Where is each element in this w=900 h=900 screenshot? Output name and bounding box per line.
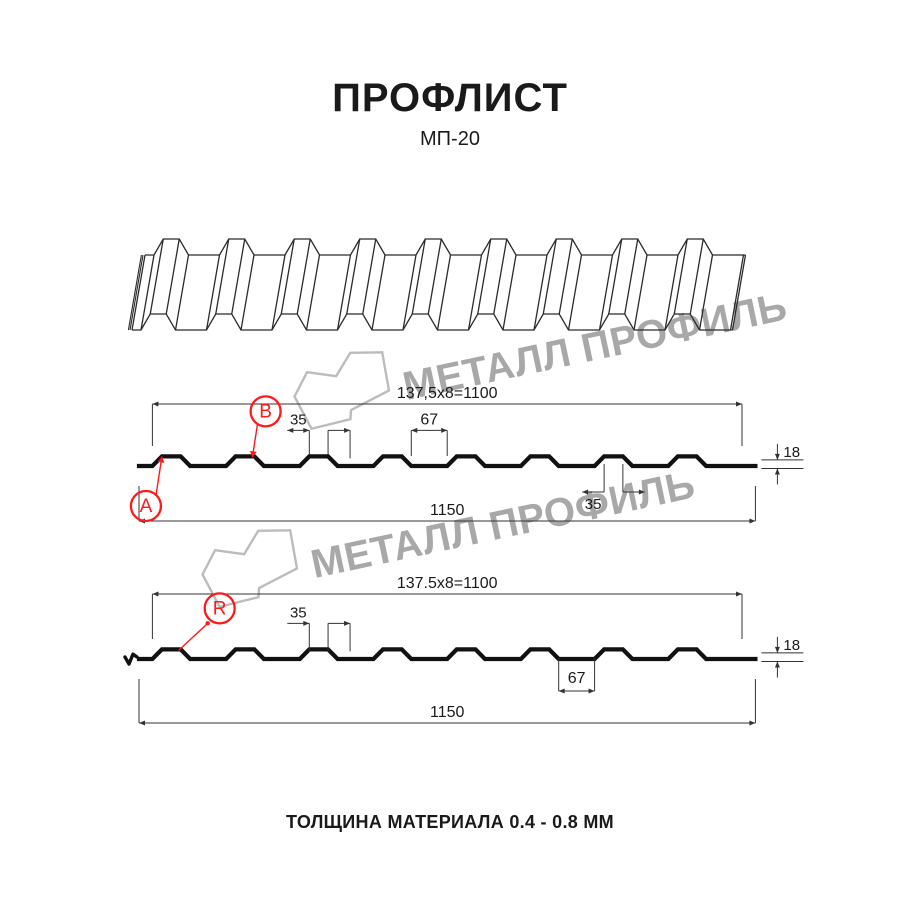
svg-text:137.5x8=1100: 137.5x8=1100 (397, 575, 498, 592)
svg-text:67: 67 (568, 670, 586, 687)
svg-text:18: 18 (783, 637, 800, 654)
svg-text:R: R (213, 598, 227, 619)
svg-text:35: 35 (290, 604, 307, 621)
svg-text:1150: 1150 (430, 704, 465, 721)
